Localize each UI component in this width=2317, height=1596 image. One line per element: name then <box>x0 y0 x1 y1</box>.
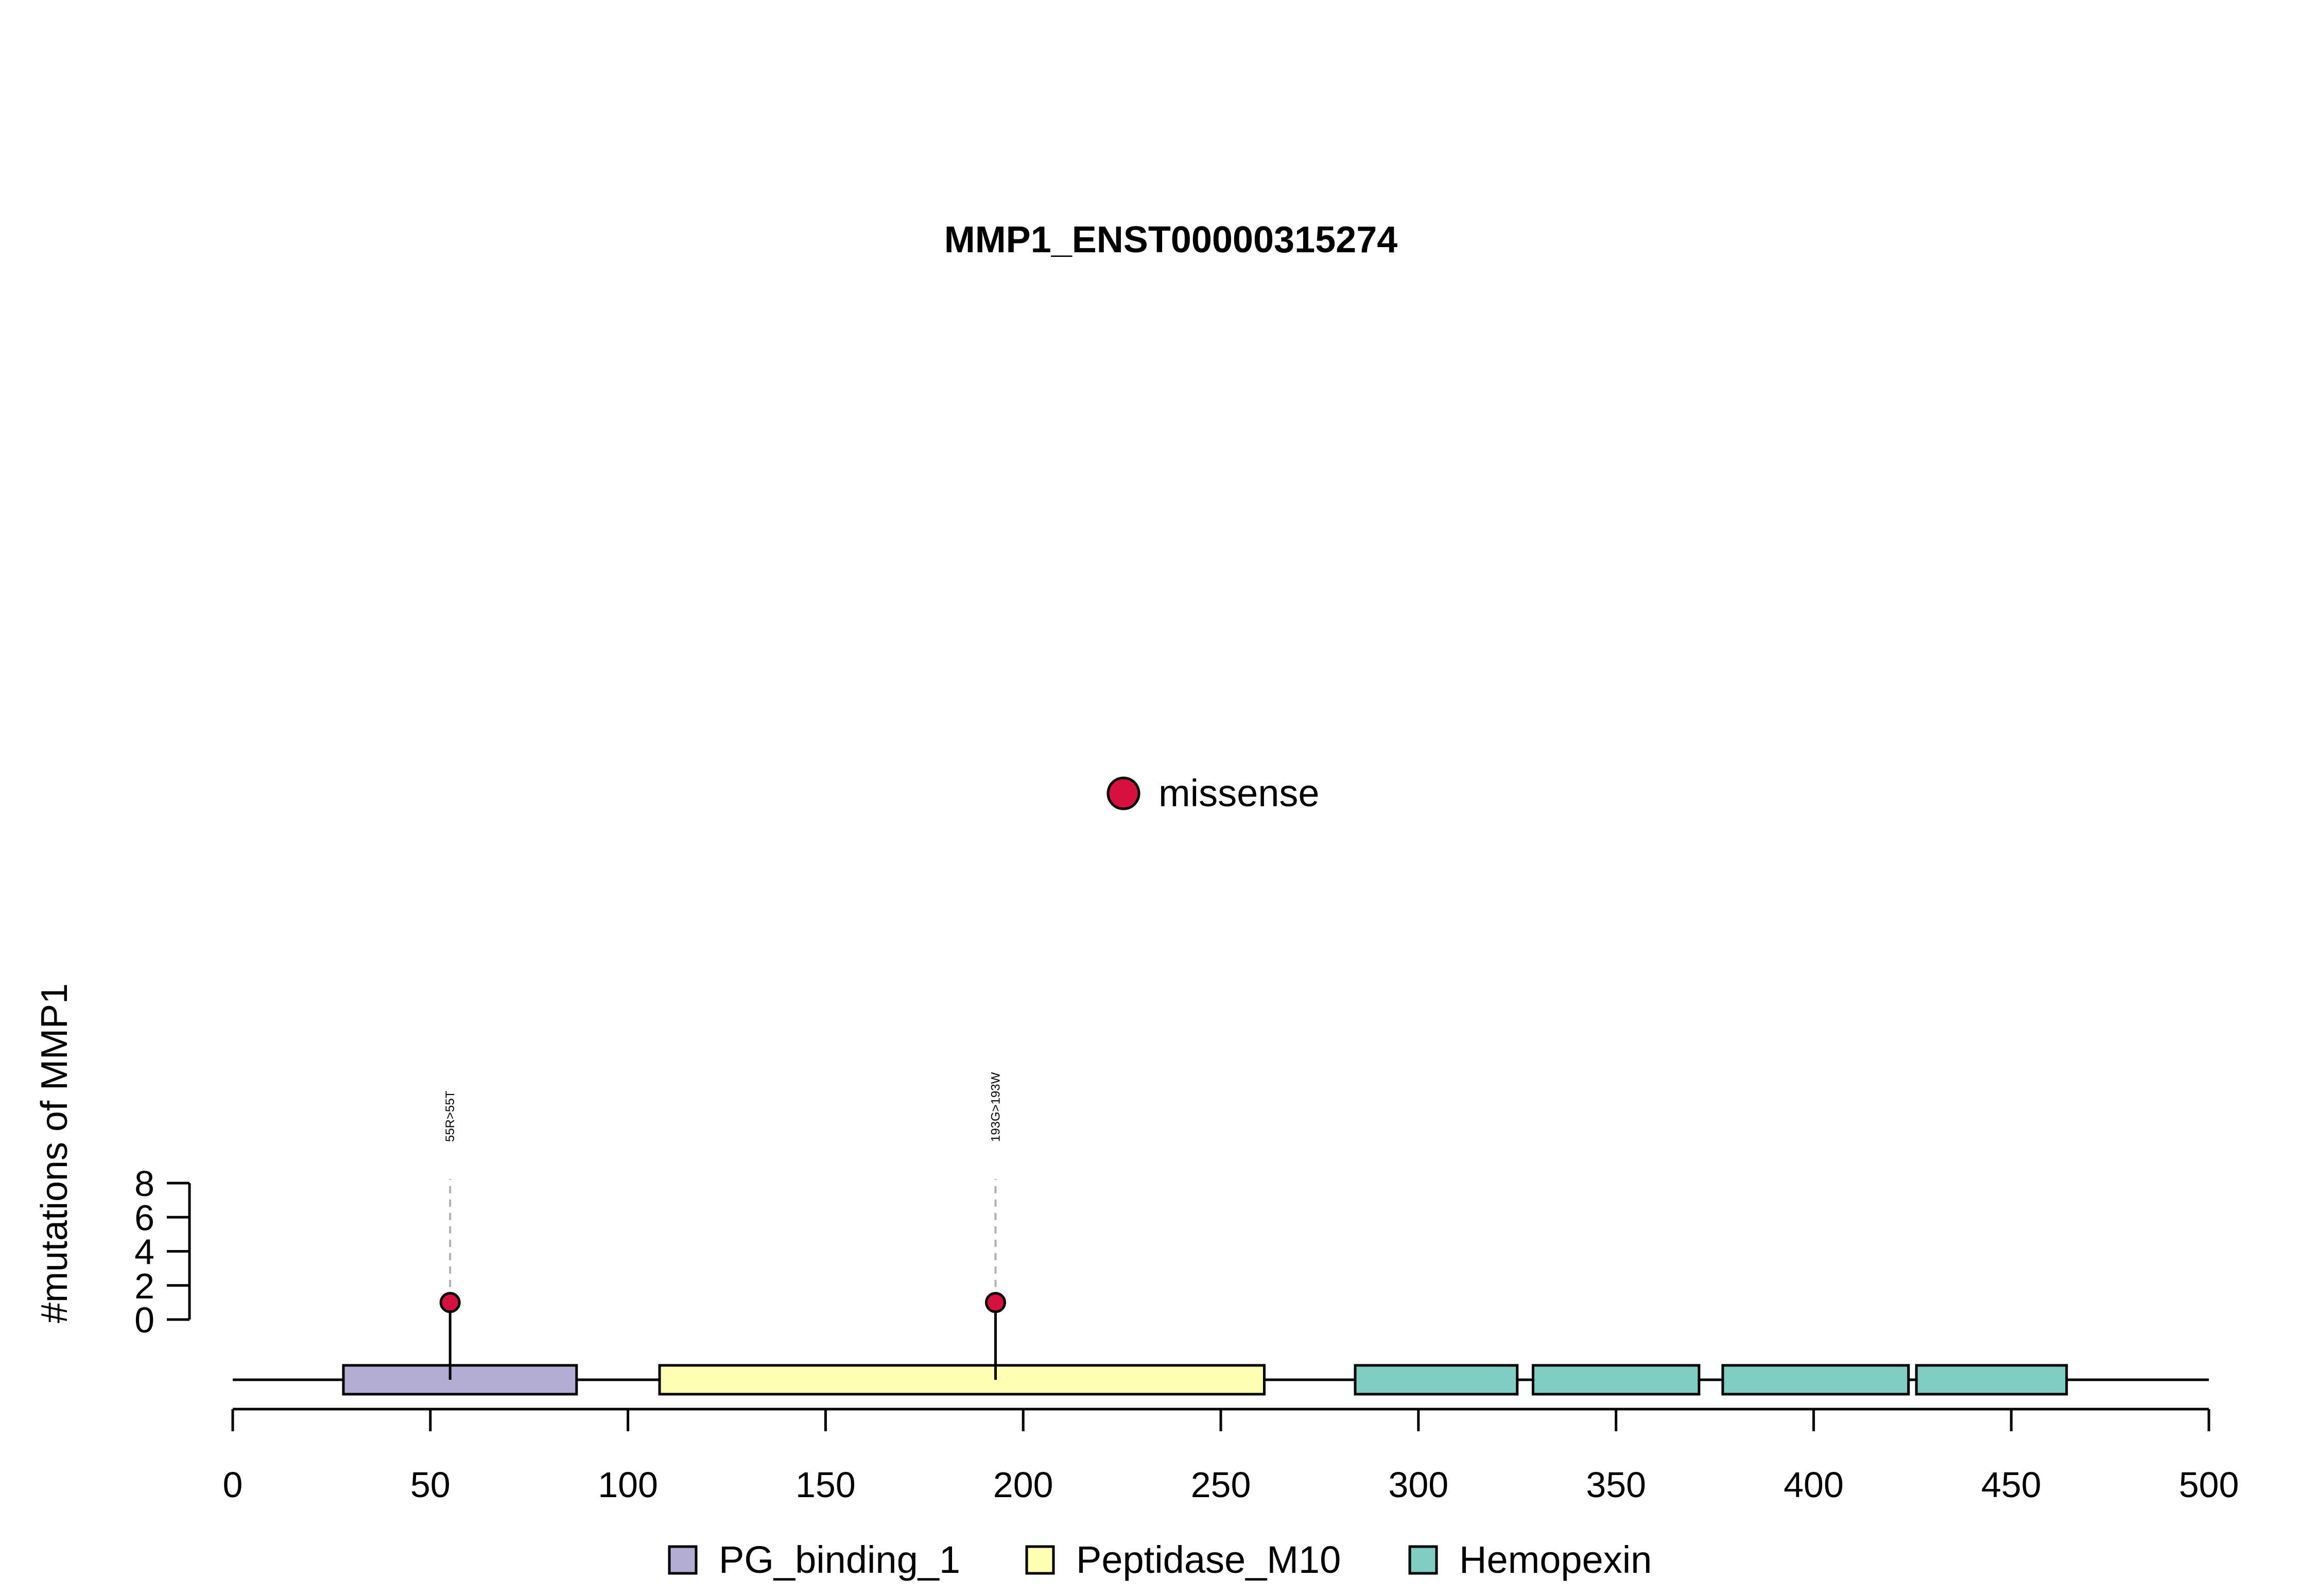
mutation-label: 55R>55T <box>443 1090 457 1142</box>
x-tick-label: 300 <box>1388 1465 1448 1505</box>
legend-swatch <box>668 1545 698 1575</box>
x-axis: 0 50 100 150 200 250 300 350 400 450 500 <box>223 1408 2239 1505</box>
x-tick-label: 0 <box>223 1465 243 1505</box>
x-tick-label: 250 <box>1191 1465 1251 1505</box>
domain-box <box>1354 1364 1519 1396</box>
x-tick-label: 350 <box>1586 1465 1646 1505</box>
y-tick-label: 6 <box>134 1198 154 1238</box>
x-tick-label: 200 <box>993 1465 1053 1505</box>
y-tick-label: 4 <box>134 1232 154 1272</box>
y-tick-label: 2 <box>134 1266 154 1306</box>
x-tick-label: 150 <box>796 1465 856 1505</box>
x-tick-label: 50 <box>410 1465 451 1505</box>
chart-title: MMP1_ENST00000315274 <box>944 219 1398 261</box>
domain-box <box>658 1364 1266 1396</box>
y-axis-label: #mutations of MMP1 <box>34 983 75 1323</box>
legend-missense-label: missense <box>1158 772 1320 814</box>
mutation-label: 193G>193W <box>989 1072 1002 1142</box>
mutation-point <box>984 1292 1006 1313</box>
x-tick-label: 400 <box>1784 1465 1844 1505</box>
x-tick-label: 450 <box>1981 1465 2042 1505</box>
legend-missense-marker <box>1106 776 1140 810</box>
y-tick-label: 0 <box>134 1300 154 1340</box>
mutation-lollipops: 55R>55T 193G>193W <box>439 1072 1006 1380</box>
legend-swatch <box>1408 1545 1438 1575</box>
legend-label: PG_binding_1 <box>719 1538 960 1581</box>
x-tick-label: 500 <box>2179 1465 2239 1505</box>
domain-box <box>342 1364 578 1396</box>
domain-legend: PG_binding_1 Peptidase_M10 Hemopexin <box>668 1538 1652 1581</box>
legend-label: Hemopexin <box>1459 1538 1652 1581</box>
y-axis-label-group: #mutations of MMP1 <box>34 983 75 1323</box>
legend-swatch <box>1025 1545 1055 1575</box>
mutation-legend: missense <box>1106 772 1320 814</box>
legend-label: Peptidase_M10 <box>1076 1538 1341 1581</box>
x-tick-label: 100 <box>598 1465 658 1505</box>
domain-box <box>1721 1364 1910 1396</box>
mutation-point <box>439 1292 461 1313</box>
domain-box <box>1915 1364 2068 1396</box>
domain-boxes <box>342 1364 2068 1396</box>
y-tick-label: 8 <box>134 1164 154 1204</box>
domain-box <box>1531 1364 1701 1396</box>
